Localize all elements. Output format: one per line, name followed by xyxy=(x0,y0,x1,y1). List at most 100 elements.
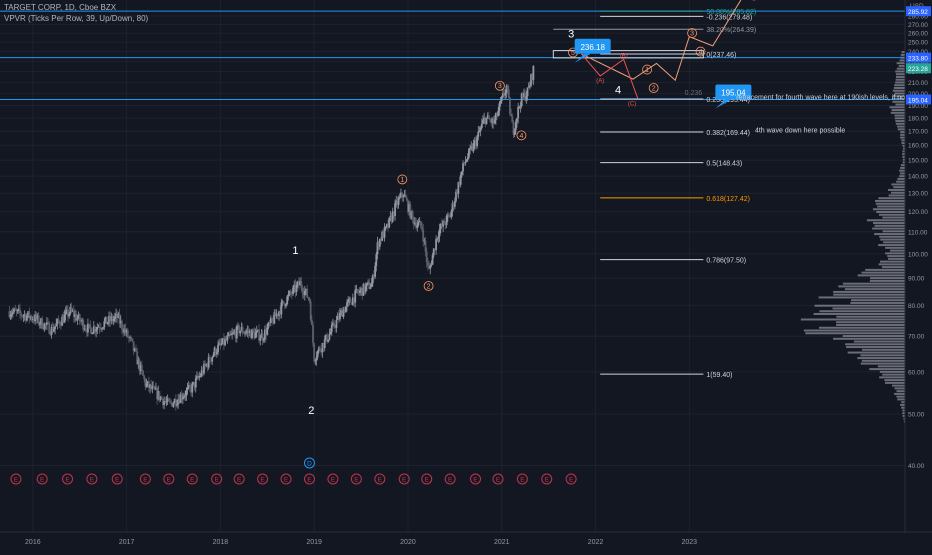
candle-body xyxy=(286,296,289,305)
candle-body xyxy=(381,231,384,241)
candle-body xyxy=(237,325,239,327)
volume-profile-bar xyxy=(892,384,905,387)
volume-profile-bar xyxy=(880,238,905,241)
candle-body xyxy=(446,215,449,217)
volume-profile-bar xyxy=(896,390,905,393)
time-tick-label: 2021 xyxy=(494,539,510,546)
candle-body xyxy=(288,291,291,295)
volume-profile-bar xyxy=(882,216,905,219)
candle-body xyxy=(62,316,65,323)
wave-circle xyxy=(423,281,434,291)
earnings-marker-label: E xyxy=(425,477,430,484)
earnings-marker-label: E xyxy=(65,477,70,484)
volume-profile-bar xyxy=(896,67,905,70)
candle-body xyxy=(207,356,210,368)
candle-body xyxy=(87,323,89,333)
candle-body xyxy=(186,387,189,391)
candle-body xyxy=(144,379,147,387)
candle-body xyxy=(56,319,59,324)
candle-body xyxy=(477,131,480,137)
candle-body xyxy=(11,311,14,314)
earnings-marker-label: E xyxy=(402,477,407,484)
candle-body xyxy=(316,351,319,358)
candle-body xyxy=(103,321,106,328)
volume-profile-bar xyxy=(853,340,905,343)
wave-circle xyxy=(397,174,408,185)
earnings-marker-label: E xyxy=(167,477,172,484)
candle-body xyxy=(142,370,144,376)
candle-body xyxy=(45,322,48,325)
candle-body xyxy=(486,115,489,118)
volume-profile-bar xyxy=(887,255,905,258)
volume-profile-bar xyxy=(833,337,905,340)
volume-profile-bar xyxy=(803,329,905,332)
volume-profile-bar xyxy=(894,117,905,120)
candle-body xyxy=(392,211,395,217)
candle-body xyxy=(44,323,47,325)
candle-body xyxy=(298,281,300,286)
candle-body xyxy=(423,240,426,242)
candle-body xyxy=(306,288,309,298)
wave-major-label: 2 xyxy=(308,405,314,417)
candle-body xyxy=(230,334,232,336)
candle-body xyxy=(30,316,33,320)
volume-profile-bar xyxy=(895,122,905,125)
candle-body xyxy=(16,309,19,311)
candle-body xyxy=(367,281,369,284)
candle-body xyxy=(68,313,71,317)
candle-body xyxy=(312,324,314,344)
candle-body xyxy=(226,336,229,341)
candle-body xyxy=(221,338,224,344)
volume-profile-bar xyxy=(902,158,905,161)
candle-body xyxy=(89,324,92,329)
candle-body xyxy=(33,319,35,322)
candle-body xyxy=(123,328,126,333)
fib-level-label: -0.236(279.48) xyxy=(706,14,752,21)
candle-body xyxy=(272,319,275,324)
candle-body xyxy=(342,309,345,317)
volume-profile-bar xyxy=(876,211,905,214)
volume-profile-bar xyxy=(836,324,905,327)
candle-body xyxy=(17,308,20,310)
abc-label: (A) xyxy=(596,78,604,84)
candle-body xyxy=(521,93,524,97)
candle-body xyxy=(401,192,403,197)
candle-body xyxy=(34,314,37,322)
candle-body xyxy=(266,327,269,335)
candle-body xyxy=(307,297,310,299)
candle-body xyxy=(112,318,115,322)
volume-profile-bar xyxy=(857,274,905,277)
wave-circle-label: 2 xyxy=(652,85,656,92)
earnings-marker-label: E xyxy=(90,477,95,484)
candle-body xyxy=(408,204,411,212)
earnings-marker xyxy=(492,473,504,485)
candle-body xyxy=(206,364,209,368)
candle-body xyxy=(211,356,214,362)
candle-body xyxy=(116,313,119,318)
volume-profile-bar xyxy=(879,370,905,373)
candle-body xyxy=(409,204,412,219)
volume-profile-bar xyxy=(896,180,905,183)
candle-body xyxy=(468,149,470,158)
price-tick-label: 110.00 xyxy=(908,229,928,236)
candle-body xyxy=(333,322,335,328)
earnings-marker xyxy=(565,473,577,485)
candle-body xyxy=(252,329,255,332)
candle-body xyxy=(60,324,62,326)
candle-body xyxy=(158,391,161,400)
volume-profile-bar xyxy=(895,70,905,73)
volume-profile-bar xyxy=(819,310,905,313)
candle-body xyxy=(525,96,528,101)
candle-body xyxy=(31,319,34,320)
candle-body xyxy=(452,203,455,207)
wave-circle-label: 3 xyxy=(690,31,694,38)
candle-body xyxy=(92,326,95,333)
candle-body xyxy=(232,332,235,334)
candle-body xyxy=(67,309,69,317)
candle-body xyxy=(139,364,142,372)
volume-profile-bar xyxy=(891,183,905,186)
candle-body xyxy=(9,314,12,318)
candle-body xyxy=(341,310,344,317)
